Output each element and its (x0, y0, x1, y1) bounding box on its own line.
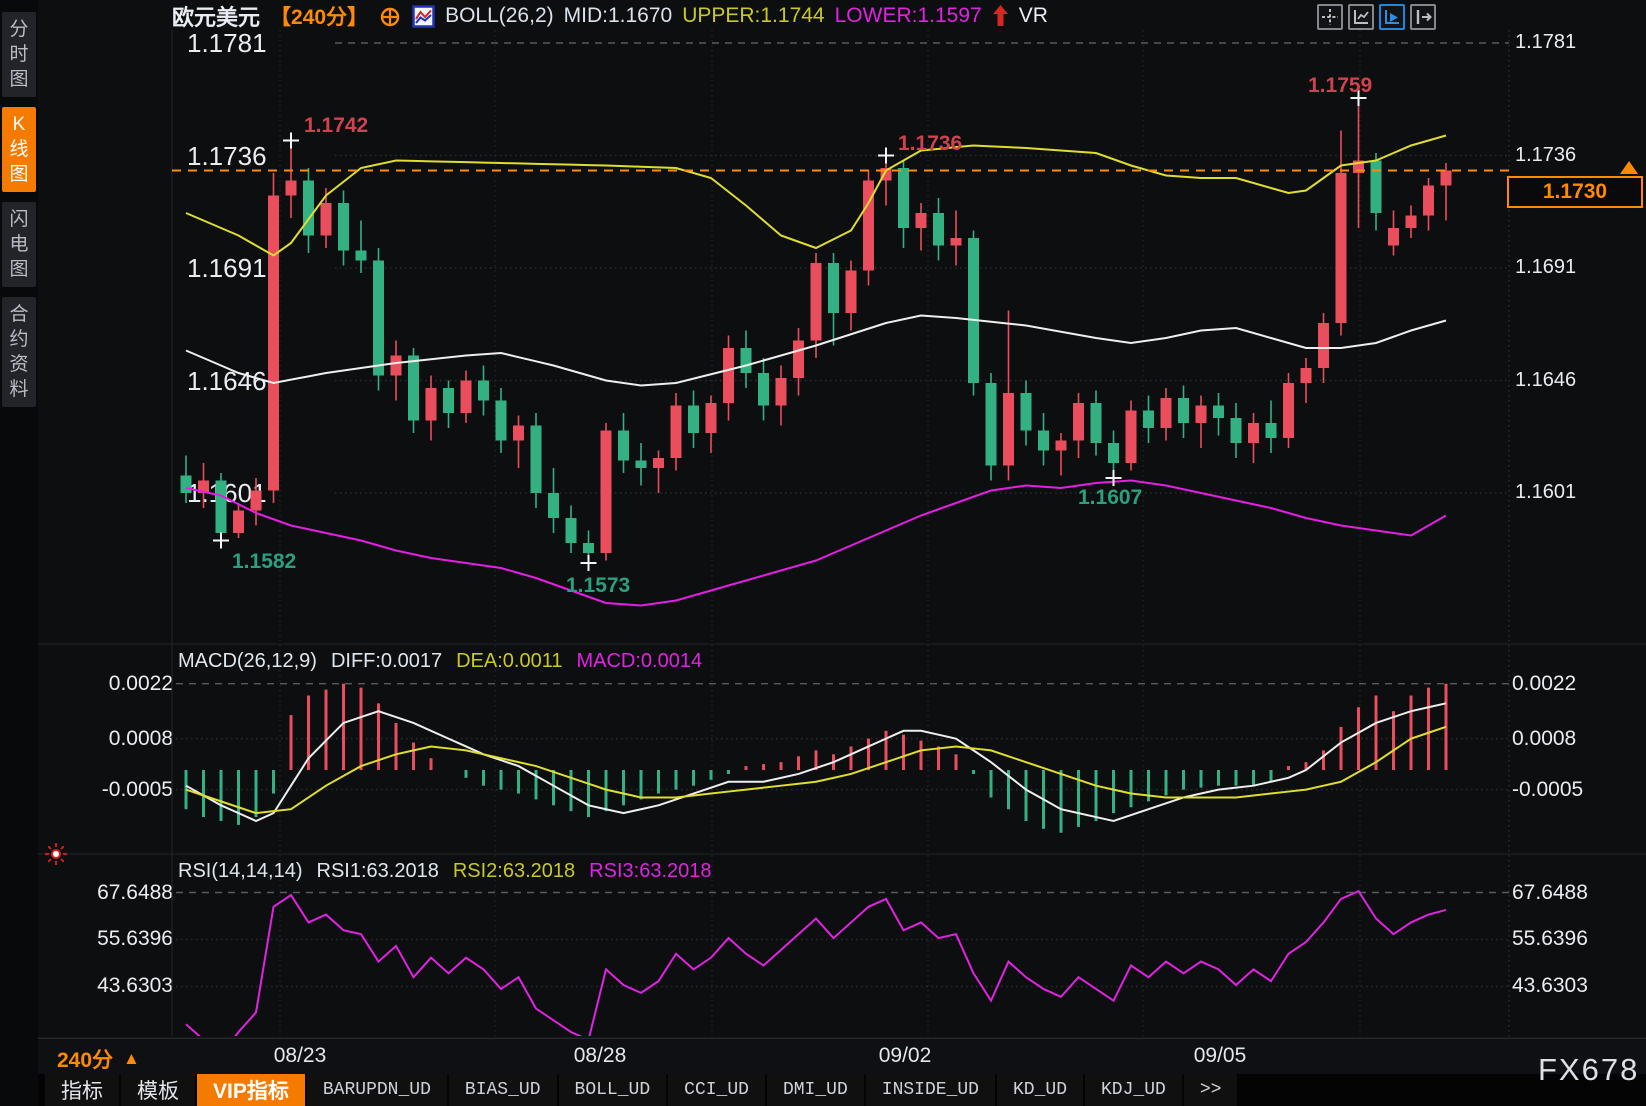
tab-INSIDE_UD[interactable]: INSIDE_UD (865, 1074, 995, 1106)
date-axis-label: 08/28 (573, 1044, 627, 1067)
sidebar-item-分时图[interactable]: 分时图 (2, 12, 36, 97)
rsi3-value: RSI3:63.2018 (589, 860, 712, 882)
pan-crosshair-icon[interactable] (1317, 4, 1343, 30)
alarm-starburst-icon[interactable] (44, 842, 68, 871)
rsi-axis-label-right: 55.6396 (1512, 927, 1588, 951)
tab->>[interactable]: >> (1183, 1074, 1238, 1106)
time-axis-row (38, 1038, 1646, 1075)
sidebar-item-合约资料[interactable]: 合约资料 (2, 297, 36, 407)
rsi-pane-header: RSI(14,14,14) RSI1:63.2018 RSI2:63.2018 … (178, 860, 712, 883)
symbol-title: 欧元美元 (172, 5, 261, 30)
chart-toolbar (1317, 4, 1436, 30)
rsi-axis-label-left: 43.6303 (97, 974, 173, 998)
boll-lower-value: LOWER:1.1597 (834, 4, 982, 27)
axis-chart-icon[interactable] (1348, 4, 1374, 30)
rsi-axis-label-left: 55.6396 (97, 927, 173, 951)
price-axis-label-left: 1.1781 (187, 28, 267, 58)
boll-upper-value: UPPER:1.1744 (682, 4, 825, 27)
tab-BARUPDN_UD[interactable]: BARUPDN_UD (306, 1074, 447, 1106)
rsi-title: RSI(14,14,14) (178, 860, 303, 882)
price-axis-label-left: 1.1691 (187, 253, 267, 283)
boll-title: BOLL(26,2) (445, 4, 554, 27)
macd-axis-label-left: -0.0005 (101, 777, 173, 801)
price-axis-label-right: 1.1601 (1515, 481, 1577, 503)
interval-badge[interactable]: 240分 ▲ (57, 1049, 140, 1072)
macd-diff-value: DIFF:0.0017 (330, 650, 443, 672)
price-axis-label-right: 1.1646 (1515, 368, 1577, 391)
date-axis-label: 09/05 (1193, 1044, 1247, 1067)
price-axis-label-left: 1.1646 (187, 365, 267, 396)
swing-annotation: 1.1607 (1078, 486, 1143, 509)
price-axis-label-right: 1.1781 (1515, 31, 1577, 53)
macd-axis-label-right: -0.0005 (1512, 777, 1584, 801)
macd-axis-label-left: 0.0008 (108, 726, 173, 750)
swing-annotation: 1.1742 (304, 114, 369, 137)
swing-annotation: 1.1759 (1308, 74, 1373, 97)
up-arrow-icon[interactable] (992, 4, 1009, 28)
swing-annotation: 1.1736 (898, 132, 963, 155)
price-marker-arrow-icon (1620, 161, 1638, 174)
up-triangle-icon: ▲ (123, 1049, 140, 1068)
macd-axis-label-left: 0.0022 (108, 671, 173, 695)
current-price-tag: 1.1730 (1507, 176, 1643, 208)
tab-指标[interactable]: 指标 (45, 1074, 119, 1106)
macd-macd-value: MACD:0.0014 (576, 650, 703, 672)
exit-chart-icon[interactable] (1410, 4, 1436, 30)
date-axis-label: 09/02 (878, 1044, 932, 1067)
tab-模板[interactable]: 模板 (121, 1074, 195, 1106)
macd-dea-value: DEA:0.0011 (456, 650, 563, 672)
tab-DMI_UD[interactable]: DMI_UD (766, 1074, 864, 1106)
sidebar-item-闪电图[interactable]: 闪电图 (2, 202, 36, 287)
macd-title: MACD(26,12,9) (178, 650, 317, 672)
macd-pane-header: MACD(26,12,9) DIFF:0.0017 DEA:0.0011 MAC… (178, 650, 702, 673)
rsi-axis-label-right: 43.6303 (1512, 974, 1588, 998)
tab-KDJ_UD[interactable]: KDJ_UD (1085, 1074, 1182, 1106)
price-axis-label-right: 1.1736 (1515, 143, 1577, 166)
rsi1-value: RSI1:63.2018 (316, 860, 439, 882)
rsi2-value: RSI2:63.2018 (452, 860, 576, 882)
tab-CCI_UD[interactable]: CCI_UD (668, 1074, 765, 1106)
price-axis-label-left: 1.1736 (187, 140, 267, 171)
axis-chart-active-icon[interactable] (1379, 4, 1405, 30)
macd-axis-label-right: 0.0022 (1512, 671, 1577, 695)
swing-annotation: 1.1582 (232, 550, 297, 573)
indicator-legend-icon (412, 4, 435, 28)
tab-VIP指标[interactable]: VIP指标 (197, 1074, 305, 1106)
tab-BIAS_UD[interactable]: BIAS_UD (448, 1074, 557, 1106)
tab-BOLL_UD[interactable]: BOLL_UD (558, 1074, 667, 1106)
chart-header: 欧元美元 【240分】 BOLL(26,2) MID:1.1670 UPPER:… (172, 2, 1048, 30)
watermark: FX678 (1538, 1052, 1640, 1087)
swing-annotation: 1.1573 (566, 574, 631, 597)
tab-KD_UD[interactable]: KD_UD (996, 1074, 1083, 1106)
date-axis-label: 08/23 (273, 1044, 327, 1067)
macd-axis-label-right: 0.0008 (1512, 726, 1577, 750)
interval-label[interactable]: 【240分】 (270, 6, 369, 29)
indicator-tab-bar: 指标 模板 VIP指标 BARUPDN_UD BIAS_UD BOLL_UD CCI_UD D… (0, 1074, 1646, 1106)
vr-indicator-label[interactable]: VR (1018, 4, 1048, 27)
settings-circle-icon[interactable] (378, 4, 402, 28)
boll-mid-value: MID:1.1670 (563, 4, 673, 27)
rsi-axis-label-left: 67.6488 (97, 880, 173, 904)
price-axis-label-right: 1.1691 (1515, 256, 1577, 278)
rsi-axis-label-right: 67.6488 (1512, 880, 1588, 904)
